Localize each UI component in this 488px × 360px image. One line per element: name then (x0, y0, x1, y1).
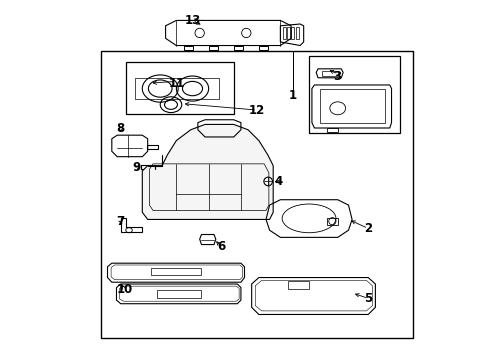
Text: 12: 12 (248, 104, 264, 117)
Text: 2: 2 (364, 222, 371, 235)
Bar (286, 27, 289, 40)
Text: 9: 9 (133, 161, 141, 174)
Bar (282, 27, 285, 40)
Text: 3: 3 (333, 69, 341, 82)
Bar (291, 27, 294, 40)
Text: 7: 7 (117, 215, 124, 228)
Text: 5: 5 (364, 292, 371, 305)
Text: 11: 11 (168, 77, 184, 90)
Text: 4: 4 (274, 175, 282, 188)
Text: 10: 10 (116, 283, 132, 296)
Text: 1: 1 (288, 89, 296, 102)
Text: 8: 8 (117, 122, 124, 135)
Bar (319, 89, 385, 123)
Bar (101, 51, 412, 338)
Text: 6: 6 (217, 240, 225, 253)
Bar (126, 62, 233, 114)
Bar (308, 56, 400, 134)
Bar (295, 27, 298, 40)
Bar (321, 71, 337, 76)
Text: 13: 13 (184, 14, 200, 27)
Polygon shape (142, 125, 273, 220)
